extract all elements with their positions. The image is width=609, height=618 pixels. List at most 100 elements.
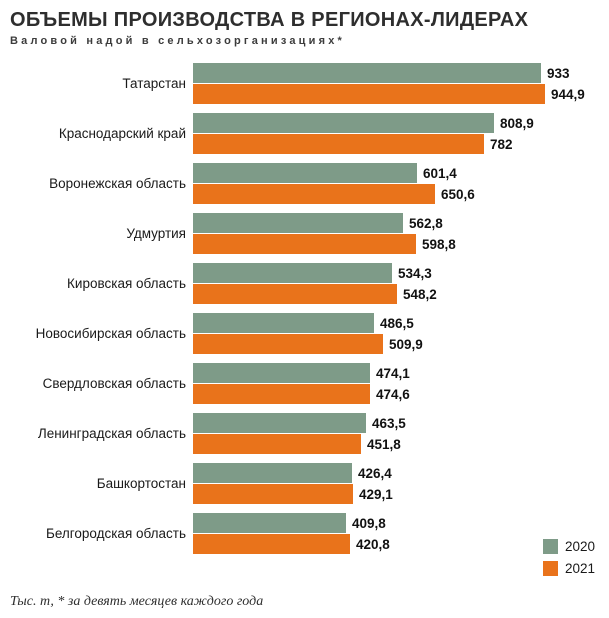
bar-line-2020: 426,4 [193,463,599,483]
value-label: 548,2 [403,286,437,302]
category-label: Башкортостан [96,476,186,491]
bar-line-2020: 808,9 [193,113,599,133]
value-label: 782 [490,136,513,152]
bar-group: 808,9 782 [193,113,599,154]
bar-line-2020: 409,8 [193,513,599,533]
value-label: 808,9 [500,115,534,131]
bar-group: 409,8 420,8 [193,513,599,554]
bar-line-2021: 474,6 [193,384,599,404]
bar-line-2020: 486,5 [193,313,599,333]
chart-row: Кировская область 534,3 548,2 [10,263,599,304]
bar-line-2021: 944,9 [193,84,599,104]
bar-2021 [193,184,435,204]
bar-2021 [193,84,545,104]
chart-title: ОБЪЕМЫ ПРОИЗВОДСТВА В РЕГИОНАХ-ЛИДЕРАХ [10,9,529,31]
category-label: Татарстан [122,76,186,91]
bar-2021 [193,434,361,454]
chart-row: Краснодарский край 808,9 782 [10,113,599,154]
bar-line-2021: 451,8 [193,434,599,454]
category-label: Воронежская область [49,176,186,191]
value-label: 601,4 [423,165,457,181]
bar-line-2020: 474,1 [193,363,599,383]
chart-row: Воронежская область 601,4 650,6 [10,163,599,204]
bar-group: 486,5 509,9 [193,313,599,354]
value-label: 534,3 [398,265,432,281]
category-label: Свердловская область [42,376,186,391]
chart-row: Свердловская область 474,1 474,6 [10,363,599,404]
value-label: 420,8 [356,536,390,552]
bar-2021 [193,284,397,304]
bar-line-2021: 509,9 [193,334,599,354]
category-label: Краснодарский край [58,126,186,141]
bar-line-2020: 601,4 [193,163,599,183]
chart-footnote: Тыс. т, * за девять месяцев каждого года [10,594,264,609]
bar-2020 [193,463,352,483]
bar-2020 [193,413,366,433]
bar-group: 474,1 474,6 [193,363,599,404]
bar-2020 [193,213,403,233]
legend-swatch-2021 [542,561,558,576]
chart-row: Татарстан 933 944,9 [10,63,599,104]
bar-2020 [193,363,370,383]
bar-line-2020: 933 [193,63,599,83]
chart-subtitle: Валовой надой в сельхозорганизациях* [10,35,346,47]
bar-line-2021: 429,1 [193,484,599,504]
value-label: 429,1 [359,486,393,502]
bar-chart: Татарстан 933 944,9 Краснодарский край 808,9… [10,63,599,554]
bar-line-2020: 562,8 [193,213,599,233]
legend-item-2020: 2020 [542,539,595,554]
bar-line-2021: 420,8 [193,534,599,554]
bar-line-2021: 650,6 [193,184,599,204]
value-label: 598,8 [422,236,456,252]
value-label: 409,8 [352,515,386,531]
bar-2021 [193,384,370,404]
bar-2020 [193,313,374,333]
chart-legend: 2020 2021 [542,539,595,576]
value-label: 474,1 [376,365,410,381]
bar-group: 426,4 429,1 [193,463,599,504]
category-label: Ленинградская область [37,426,186,441]
bar-line-2020: 534,3 [193,263,599,283]
bar-2020 [193,263,392,283]
bar-line-2021: 598,8 [193,234,599,254]
category-label: Кировская область [67,276,186,291]
category-label: Удмуртия [126,226,186,241]
chart-row: Башкортостан 426,4 429,1 [10,463,599,504]
value-label: 426,4 [358,465,392,481]
bar-2021 [193,134,484,154]
value-label: 650,6 [441,186,475,202]
bar-group: 534,3 548,2 [193,263,599,304]
value-label: 463,5 [372,415,406,431]
value-label: 486,5 [380,315,414,331]
bar-2021 [193,234,416,254]
bar-group: 601,4 650,6 [193,163,599,204]
value-label: 944,9 [551,86,585,102]
value-label: 933 [547,65,570,81]
chart-row: Удмуртия 562,8 598,8 [10,213,599,254]
bar-group: 463,5 451,8 [193,413,599,454]
bar-line-2021: 782 [193,134,599,154]
bar-group: 933 944,9 [193,63,599,104]
bar-2021 [193,484,353,504]
bar-group: 562,8 598,8 [193,213,599,254]
bar-2020 [193,163,417,183]
bar-2021 [193,334,383,354]
chart-row: Ленинградская область 463,5 451,8 [10,413,599,454]
legend-label: 2020 [564,539,595,554]
bar-2021 [193,534,350,554]
value-label: 451,8 [367,436,401,452]
bar-line-2021: 548,2 [193,284,599,304]
category-label: Новосибирская область [35,326,186,341]
value-label: 562,8 [409,215,443,231]
chart-row: Новосибирская область 486,5 509,9 [10,313,599,354]
legend-item-2021: 2021 [542,561,595,576]
value-label: 474,6 [376,386,410,402]
category-label: Белгородская область [45,526,186,541]
value-label: 509,9 [389,336,423,352]
bar-2020 [193,113,494,133]
bar-2020 [193,63,541,83]
bar-2020 [193,513,346,533]
legend-swatch-2020 [542,539,558,554]
bar-line-2020: 463,5 [193,413,599,433]
